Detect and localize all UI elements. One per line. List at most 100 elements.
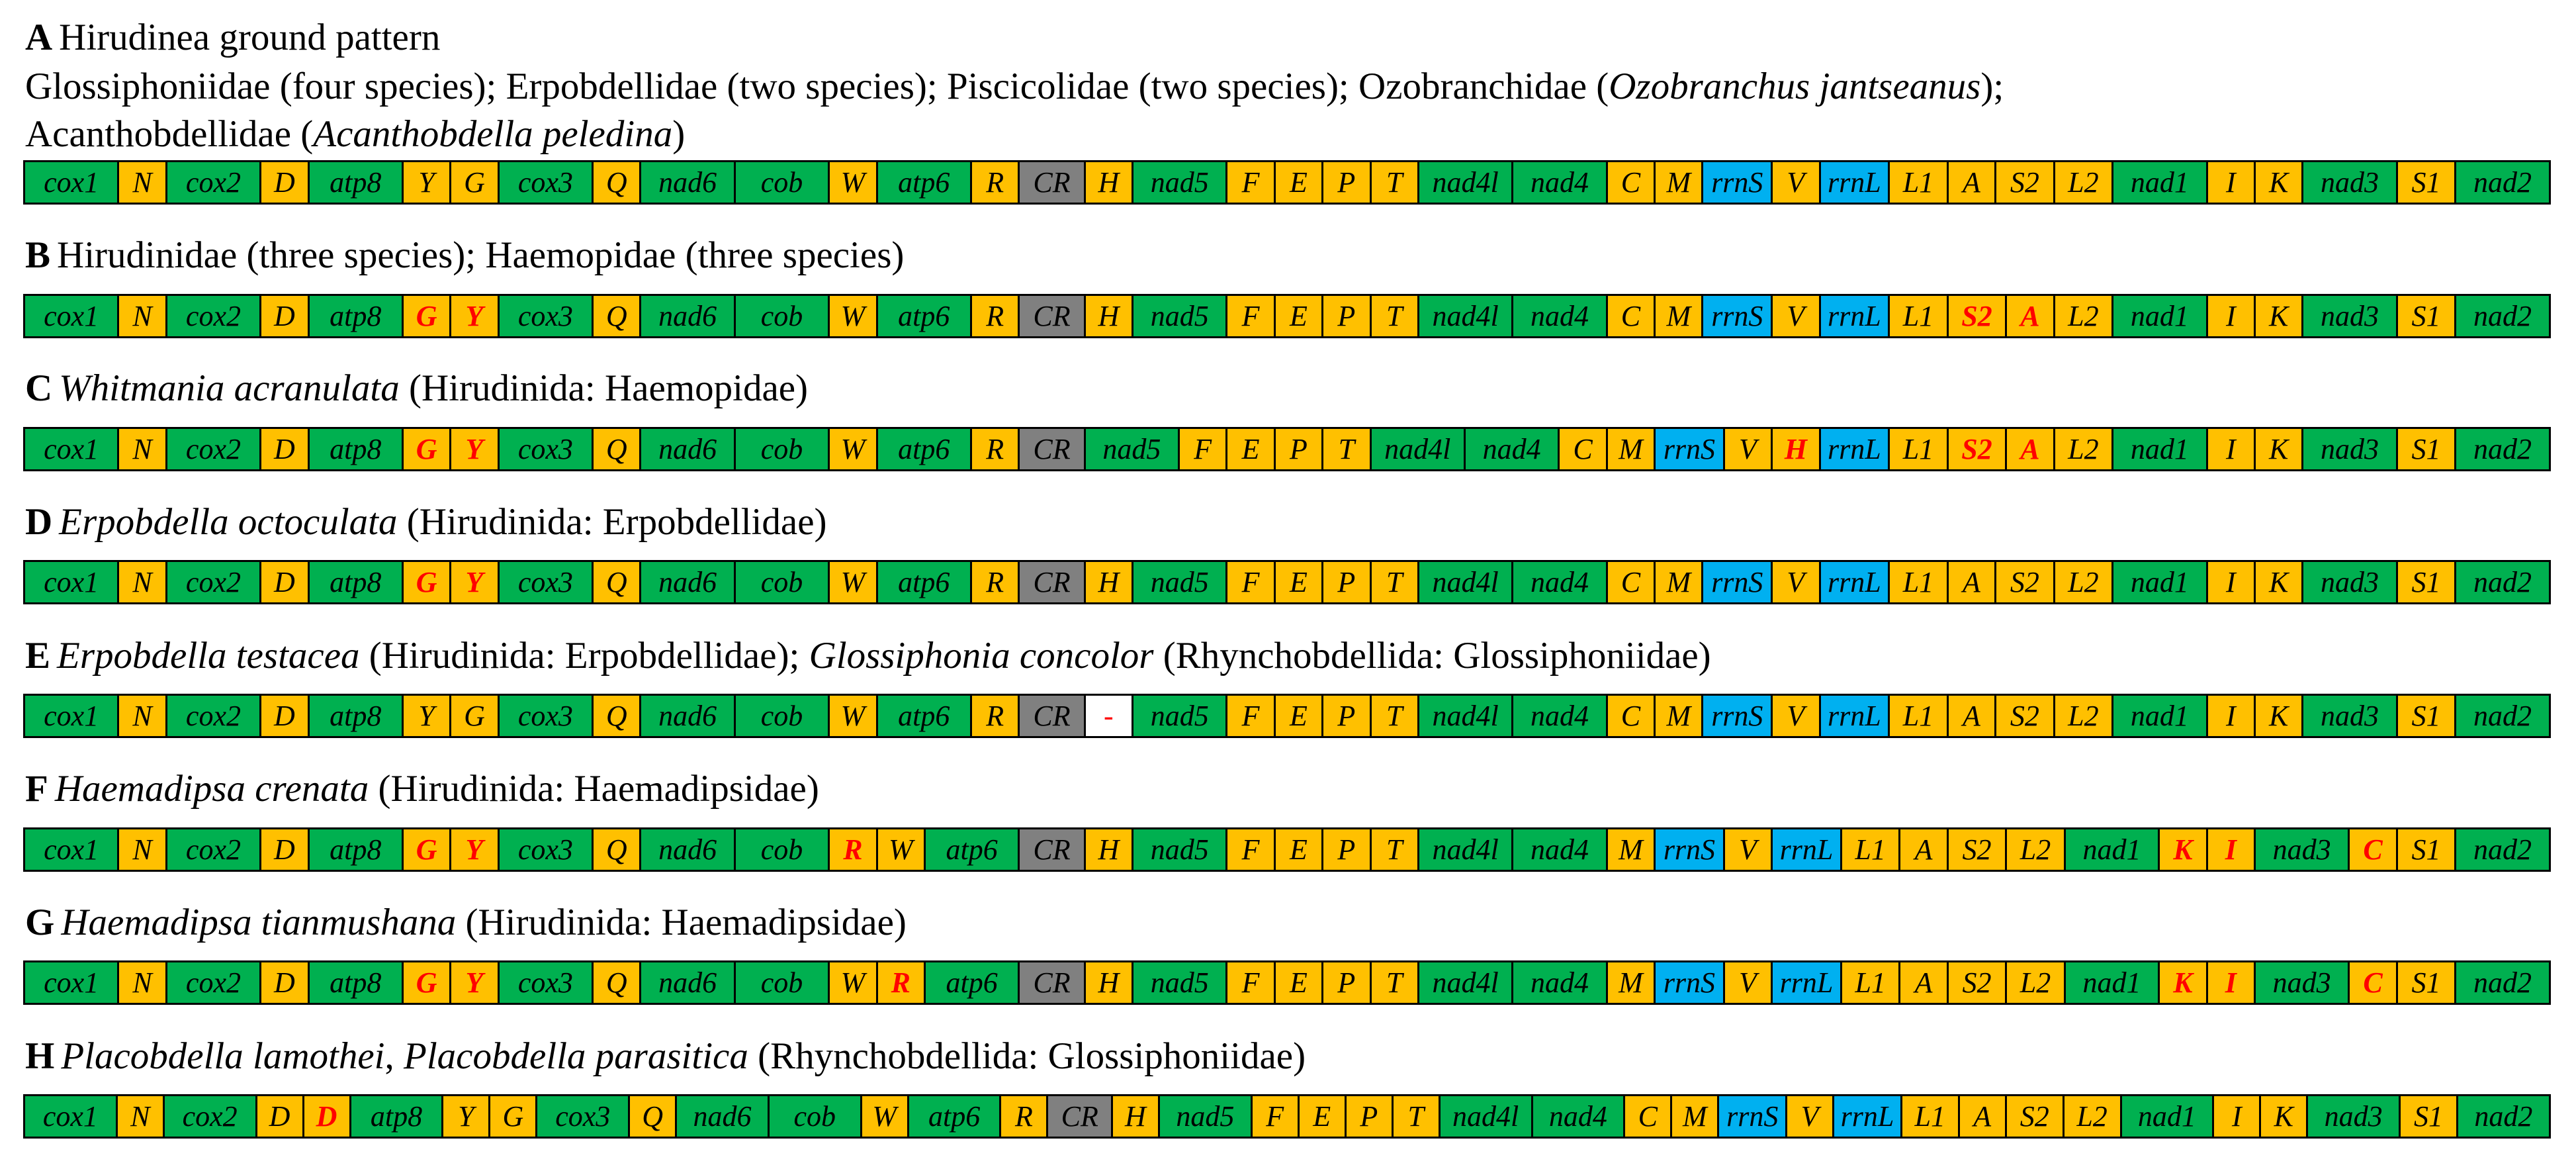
panel-letter: E — [25, 635, 51, 677]
gene-c: C — [1605, 560, 1656, 604]
gene-nad2: nad2 — [2454, 960, 2551, 1005]
gene-q: Q — [592, 827, 642, 872]
gene-m: M — [1654, 694, 1704, 738]
gene-v: V — [1722, 427, 1773, 471]
gene-nad2: nad2 — [2454, 294, 2551, 338]
gene-s2: S2 — [1946, 960, 2008, 1005]
gene-nad2: nad2 — [2454, 694, 2551, 738]
gene-w: W — [828, 427, 878, 471]
gene-g: G — [401, 294, 452, 338]
panel-title-part: Haemadipsa tianmushana — [61, 902, 457, 943]
gene-a: A — [2005, 427, 2055, 471]
gene-cox3: cox3 — [497, 694, 594, 738]
gene-rrnl: rrnL — [1771, 827, 1842, 872]
gene-y: Y — [449, 294, 500, 338]
gene-cox1: cox1 — [23, 160, 120, 205]
gene-nad3: nad3 — [2301, 560, 2398, 604]
gene-s2: S2 — [1946, 427, 2008, 471]
panel-letter: C — [25, 367, 53, 409]
gene-c: C — [1605, 694, 1656, 738]
gene-f: F — [1225, 560, 1276, 604]
gene-h: H — [1083, 960, 1134, 1005]
gene-q: Q — [592, 960, 642, 1005]
gene-rrns: rrnS — [1717, 1094, 1788, 1139]
gene-atp6: atp6 — [907, 1094, 1002, 1139]
gene-nad4l: nad4l — [1438, 1094, 1533, 1139]
gene-q: Q — [592, 160, 642, 205]
gene-h: H — [1083, 827, 1134, 872]
gene-g: G — [449, 160, 500, 205]
gene-p: P — [1321, 694, 1372, 738]
gene-nad5: nad5 — [1132, 160, 1228, 205]
gene-l1: L1 — [1888, 160, 1949, 205]
gene-nad3: nad3 — [2253, 960, 2350, 1005]
gene-v: V — [1771, 160, 1821, 205]
gene-l2: L2 — [2053, 427, 2114, 471]
gene-rrns: rrnS — [1701, 294, 1773, 338]
gene-rrns: rrnS — [1654, 827, 1725, 872]
gene-q: Q — [592, 694, 642, 738]
panel-b-title: B Hirudinidae (three species); Haemopidae… — [25, 236, 904, 274]
gene-f: F — [1225, 160, 1276, 205]
gene-a: A — [1946, 160, 1997, 205]
gene-rrnl: rrnL — [1771, 960, 1842, 1005]
gene-cox3: cox3 — [497, 827, 594, 872]
gene-f: F — [1225, 827, 1276, 872]
panel-letter: D — [25, 501, 53, 543]
gene-d: D — [255, 1094, 304, 1139]
gene-atp6: atp6 — [875, 694, 972, 738]
gene-cox1: cox1 — [23, 294, 120, 338]
gene-nad2: nad2 — [2454, 560, 2551, 604]
panel-title-part: (Rhynchobdellida: Glossiphoniidae) — [1153, 635, 1711, 677]
gene-v: V — [1771, 294, 1821, 338]
gene-e: E — [1273, 960, 1324, 1005]
gene-rrnl: rrnL — [1818, 160, 1890, 205]
gene-p: P — [1344, 1094, 1394, 1139]
gene-atp8: atp8 — [307, 694, 404, 738]
gene-nad4l: nad4l — [1369, 427, 1466, 471]
gene-k: K — [2253, 694, 2304, 738]
panel-a-description-line1: Glossiphoniidae (four species); Erpobdel… — [25, 68, 2004, 105]
gene-cox2: cox2 — [165, 560, 262, 604]
gene-t: T — [1321, 427, 1372, 471]
gene-s2: S2 — [2004, 1094, 2065, 1139]
gene-p: P — [1273, 427, 1324, 471]
gene-n: N — [117, 294, 167, 338]
gene-m: M — [1654, 560, 1704, 604]
panel-a-title: A Hirudinea ground pattern — [25, 19, 440, 56]
gene-n: N — [117, 827, 167, 872]
gene-l1: L1 — [1888, 694, 1949, 738]
gene-nad1: nad1 — [2063, 827, 2160, 872]
gene-cox1: cox1 — [23, 1094, 118, 1139]
gene-atp6: atp6 — [875, 560, 972, 604]
gene-h: H — [1110, 1094, 1160, 1139]
gene-t: T — [1391, 1094, 1441, 1139]
gene-nad1: nad1 — [2063, 960, 2160, 1005]
gene-s2: S2 — [1946, 827, 2008, 872]
gene-e: E — [1297, 1094, 1347, 1139]
gene-m: M — [1605, 827, 1656, 872]
gene-atp6: atp6 — [875, 160, 972, 205]
gene-v: V — [1785, 1094, 1835, 1139]
gene-nad6: nad6 — [639, 560, 736, 604]
gene-d: D — [302, 1094, 351, 1139]
gene-rrns: rrnS — [1654, 960, 1725, 1005]
panel-title-part: Erpobdella octoculata — [59, 501, 398, 543]
panel-title-part: (Hirudinida: Haemopidae) — [399, 367, 809, 409]
gene-h: H — [1083, 560, 1134, 604]
gene-cr: CR — [1018, 560, 1086, 604]
gene-a: A — [1946, 560, 1997, 604]
gene-nad3: nad3 — [2301, 294, 2398, 338]
gene-g: G — [401, 960, 452, 1005]
gene-r: R — [969, 160, 1020, 205]
gene-atp6: atp6 — [923, 960, 1020, 1005]
gene-t: T — [1369, 827, 1419, 872]
gene-l1: L1 — [1888, 560, 1949, 604]
panel-title-part: Glossiphonia concolor — [809, 635, 1154, 677]
panel-letter: B — [25, 234, 51, 276]
gene-f: F — [1225, 294, 1276, 338]
gene-d: D — [259, 960, 310, 1005]
gene-atp8: atp8 — [349, 1094, 444, 1139]
